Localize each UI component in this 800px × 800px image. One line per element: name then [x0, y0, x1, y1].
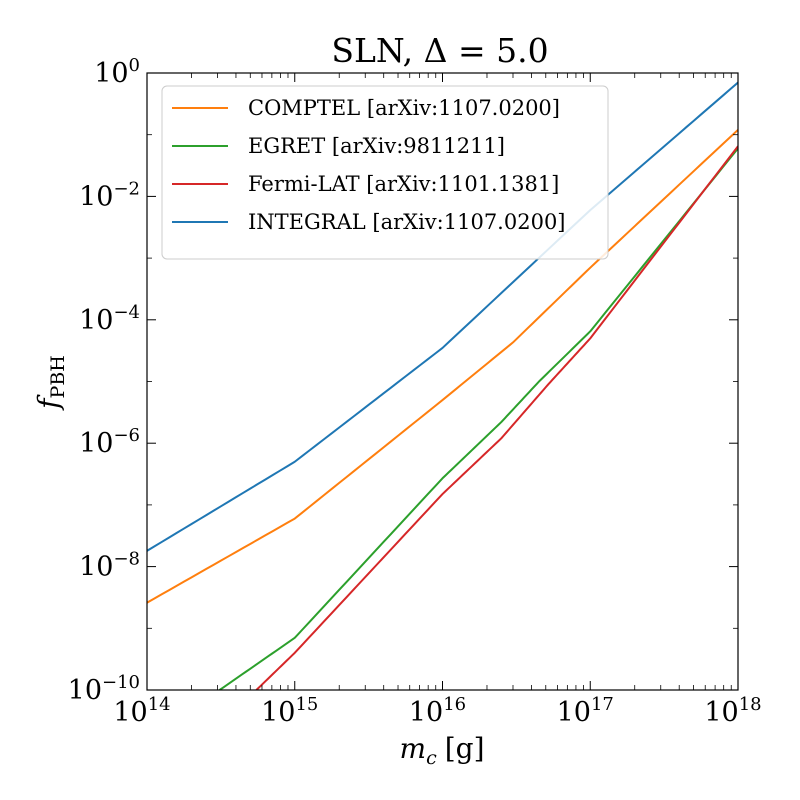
chart-title-group: SLN, Δ = 5.0 [331, 31, 548, 70]
legend: COMPTEL [arXiv:1107.0200] EGRET [arXiv:98… [161, 85, 609, 260]
x-axis-label-main: m [400, 732, 427, 765]
x-tick-label: 1018 [704, 694, 761, 728]
legend-label-3: INTEGRAL [arXiv:1107.0200] [248, 210, 566, 234]
y-tick-label: 100 [94, 55, 140, 89]
series-line-2 [255, 145, 738, 690]
svg-text:fPBH: fPBH [32, 355, 69, 411]
y-tick-label: 10−6 [79, 425, 140, 459]
x-tick-label: 1015 [261, 694, 318, 728]
x-axis-label: mc [g] [400, 732, 485, 769]
y-tick-label: 10−10 [68, 672, 140, 706]
x-axis-label-sub: c [426, 747, 437, 769]
series-line-3 [147, 81, 738, 552]
legend-label-1: EGRET [arXiv:9811211] [248, 134, 505, 158]
y-axis-label-sub: PBH [47, 355, 69, 398]
y-tick-label: 10−2 [79, 178, 140, 212]
series-line-1 [219, 147, 738, 690]
x-tick-label: 1017 [557, 694, 614, 728]
series-line-0 [147, 129, 738, 604]
series-layer [147, 81, 738, 690]
ticks-layer [146, 72, 739, 691]
svg-text:mc[g]: mc [g] [400, 732, 485, 769]
legend-box [161, 85, 609, 260]
legend-label-0: COMPTEL [arXiv:1107.0200] [248, 96, 560, 120]
y-tick-label: 10−4 [79, 302, 140, 336]
x-tick-label: 1016 [409, 694, 466, 728]
y-axis-label: fPBH [32, 355, 69, 411]
legend-label-2: Fermi-LAT [arXiv:1101.1381] [248, 172, 559, 196]
x-tick-label: 1014 [113, 694, 170, 728]
tick-labels-layer: 1014 1015 1016 1017 1018 100 10−2 10−4 10−6 10−8 1… [68, 55, 762, 728]
y-tick-label: 10−8 [79, 549, 140, 583]
chart-title: SLN, Δ = 5.0 [331, 31, 548, 70]
x-axis-label-unit: [g] [445, 732, 485, 765]
